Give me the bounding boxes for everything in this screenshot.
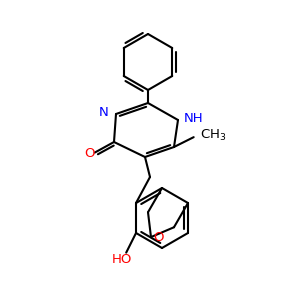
Text: O: O (85, 147, 95, 160)
Text: HO: HO (112, 253, 132, 266)
Text: CH$_3$: CH$_3$ (200, 128, 227, 143)
Text: NH: NH (184, 112, 204, 124)
Text: O: O (154, 231, 164, 244)
Text: N: N (98, 106, 108, 119)
